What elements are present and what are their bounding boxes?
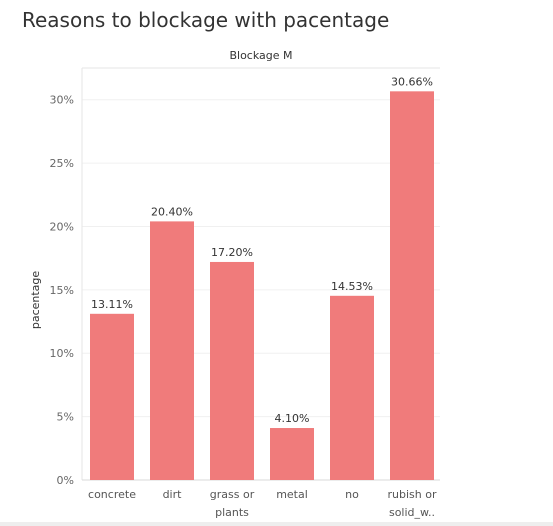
y-tick-label: 0% xyxy=(57,474,74,487)
y-tick-label: 5% xyxy=(57,411,74,424)
x-tick-label: metal xyxy=(276,488,308,501)
x-tick-label: solid_w.. xyxy=(389,506,435,519)
bar xyxy=(210,261,254,480)
bar-value-label: 17.20% xyxy=(211,246,253,259)
bar-value-label: 14.53% xyxy=(331,280,373,293)
chart-title: Reasons to blockage with pacentage xyxy=(22,8,390,32)
bar-value-label: 13.11% xyxy=(91,298,133,311)
y-axis-label: pacentage xyxy=(29,271,42,330)
x-tick-label: rubish or xyxy=(388,488,437,501)
y-tick-label: 20% xyxy=(50,220,74,233)
x-tick-label: plants xyxy=(215,506,249,519)
x-tick-label: grass or xyxy=(210,488,255,501)
y-tick-label: 25% xyxy=(50,157,74,170)
y-tick-label: 30% xyxy=(50,94,74,107)
x-tick-label: no xyxy=(345,488,359,501)
bar-value-label: 20.40% xyxy=(151,205,193,218)
y-tick-label: 10% xyxy=(50,347,74,360)
bar xyxy=(90,313,134,480)
bar-value-label: 30.66% xyxy=(391,75,433,88)
column-header: Blockage M xyxy=(229,49,292,62)
bar xyxy=(390,91,434,481)
bar xyxy=(330,295,374,480)
x-tick-label: concrete xyxy=(88,488,136,501)
bar xyxy=(150,221,194,481)
bar xyxy=(270,428,314,480)
y-tick-label: 15% xyxy=(50,284,74,297)
bottom-divider xyxy=(0,522,553,526)
bar-value-label: 4.10% xyxy=(275,412,310,425)
x-tick-label: dirt xyxy=(163,488,183,501)
